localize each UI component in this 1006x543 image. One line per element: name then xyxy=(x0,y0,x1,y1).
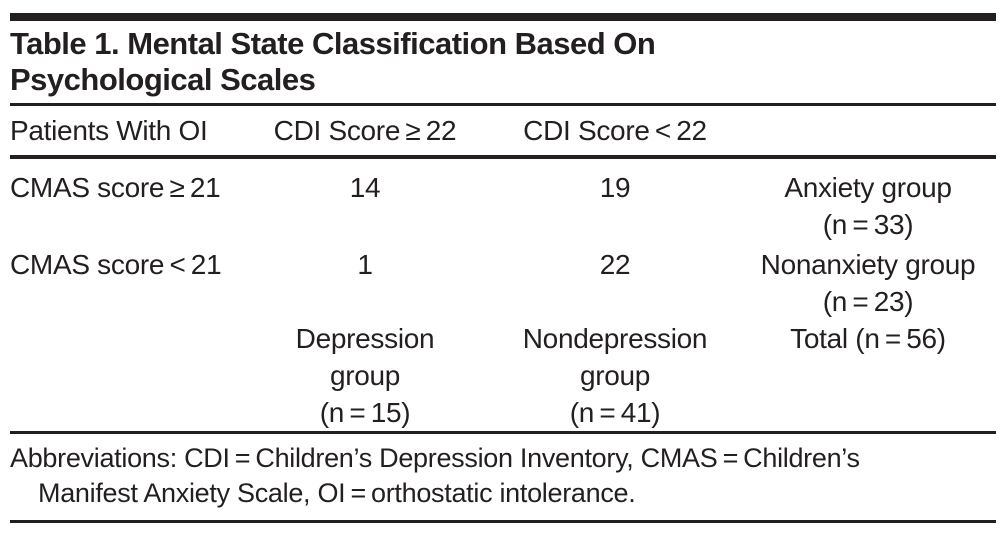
cell-line: (n = 33) xyxy=(822,209,914,240)
cell-line: (n = 41) xyxy=(569,397,661,428)
cell-line: Anxiety group xyxy=(784,172,952,203)
cell-line: Total (n = 56) xyxy=(790,323,946,354)
cell-anxiety-nondepressed-count: 19 xyxy=(490,157,740,243)
footnote-line-2: Manifest Anxiety Scale, OI = orthostatic… xyxy=(38,478,636,508)
bottom-rule xyxy=(10,520,996,523)
table-figure: Table 1. Mental State Classification Bas… xyxy=(0,13,1006,523)
table-row-totals: Depression group (n = 15) Nondepression … xyxy=(10,320,996,431)
cell-totals-empty xyxy=(10,320,240,431)
table-title-line-1: Table 1. Mental State Classification Bas… xyxy=(10,26,656,61)
cell-nonanxiety-nondepressed-count: 22 xyxy=(490,243,740,320)
cell-line: CMAS score ≥ 21 xyxy=(10,172,221,203)
table-row-nonanxiety: CMAS score < 21 1 22 Nonanxiety group (n… xyxy=(10,243,996,320)
cell-total-label: Total (n = 56) xyxy=(740,320,996,431)
classification-table: Patients With OI CDI Score ≥ 22 CDI Scor… xyxy=(10,106,996,431)
row-label-cmas-lt-21: CMAS score < 21 xyxy=(10,243,240,320)
cell-line: 19 xyxy=(599,172,631,203)
cell-line: group xyxy=(329,360,401,391)
cell-depression-group-label: Depression group (n = 15) xyxy=(240,320,490,431)
abbreviations-footnote: Abbreviations: CDI = Children’s Depressi… xyxy=(10,434,996,511)
column-header-patients-with-oi: Patients With OI xyxy=(10,106,240,159)
row-label-cmas-ge-21: CMAS score ≥ 21 xyxy=(10,157,240,243)
header-row: Patients With OI CDI Score ≥ 22 CDI Scor… xyxy=(10,106,996,159)
cell-line: (n = 15) xyxy=(319,397,411,428)
cell-nondepression-group-label: Nondepression group (n = 41) xyxy=(490,320,740,431)
cell-nonanxiety-group-label: Nonanxiety group (n = 23) xyxy=(740,243,996,320)
footnote-line-1: Abbreviations: CDI = Children’s Depressi… xyxy=(10,443,860,473)
cell-line: CMAS score < 21 xyxy=(10,249,222,280)
cell-line: (n = 23) xyxy=(822,286,914,317)
column-header-cdi-lt-22: CDI Score < 22 xyxy=(490,106,740,159)
table-title-line-2: Psychological Scales xyxy=(10,62,316,97)
column-header-cdi-ge-22: CDI Score ≥ 22 xyxy=(240,106,490,159)
cell-anxiety-depressed-count: 14 xyxy=(240,157,490,243)
column-header-empty xyxy=(740,106,996,159)
cell-line: group xyxy=(579,360,651,391)
cell-line: Nondepression xyxy=(522,323,708,354)
footnote-divider-rule xyxy=(10,431,996,434)
cell-line: 1 xyxy=(357,249,373,280)
top-rule xyxy=(10,13,996,21)
cell-line: Depression xyxy=(295,323,435,354)
title-divider-rule xyxy=(10,103,996,106)
cell-anxiety-group-label: Anxiety group (n = 33) xyxy=(740,157,996,243)
cell-line: Nonanxiety group xyxy=(760,249,976,280)
cell-nonanxiety-depressed-count: 1 xyxy=(240,243,490,320)
table-row-anxiety: CMAS score ≥ 21 14 19 Anxiety group (n =… xyxy=(10,157,996,243)
table-title: Table 1. Mental State Classification Bas… xyxy=(10,26,996,98)
cell-line: 14 xyxy=(349,172,381,203)
cell-line: 22 xyxy=(599,249,631,280)
